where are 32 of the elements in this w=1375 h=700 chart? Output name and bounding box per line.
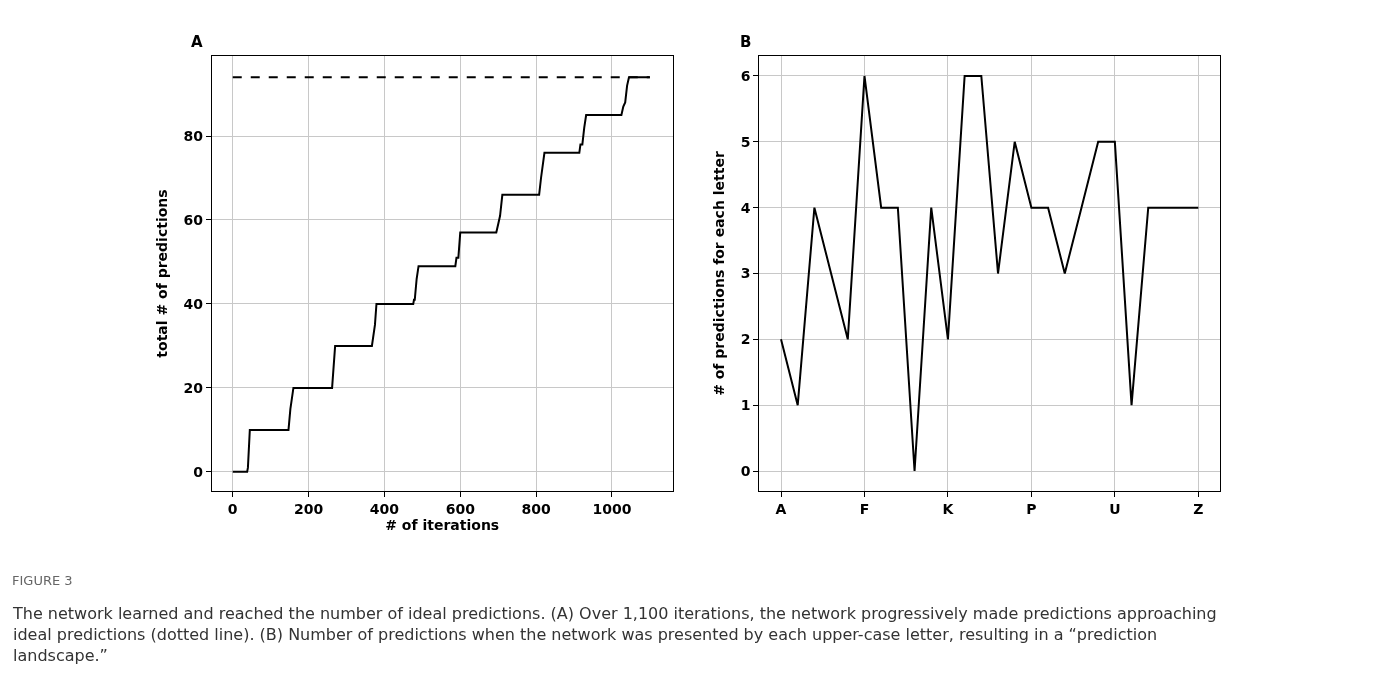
y-axis-title: total # of predictions xyxy=(154,189,171,358)
x-axis-title: # of iterations xyxy=(385,516,500,533)
x-tick-label: 200 xyxy=(293,500,324,517)
x-tick-label: F xyxy=(859,500,870,517)
y-tick-label: 60 xyxy=(183,211,204,228)
y-tick-label: 20 xyxy=(183,379,204,396)
y-tick-label: 1 xyxy=(740,397,751,414)
y-axis-title: # of predictions for each letter xyxy=(711,151,728,396)
chart-title: A xyxy=(191,33,203,51)
text: The network learned and reached the number of ideal predictions. (A) Over 1,100 iterations, the network progressively made predictions approaching ideal predictions (dotted line). (B) Number of predictions when the network was presented by each upper-case letter, resulting in a “prediction landscape.” xyxy=(12,604,1217,665)
line-series xyxy=(780,74,1200,473)
y-tick-label: 5 xyxy=(740,133,751,150)
chart-title: B xyxy=(740,33,752,51)
x-tick-label: 600 xyxy=(445,500,476,517)
x-tick-label: 400 xyxy=(369,500,400,517)
y-tick-label: 40 xyxy=(183,295,204,312)
x-tick-label: 1000 xyxy=(592,500,632,517)
y-tick-label: 80 xyxy=(183,127,204,144)
x-tick-label: U xyxy=(1109,500,1121,517)
x-tick-label: Z xyxy=(1193,500,1204,517)
y-tick-label: 0 xyxy=(193,463,204,480)
y-tick-label: 6 xyxy=(740,67,751,84)
y-tick-label: 2 xyxy=(740,331,751,348)
x-tick-label: 800 xyxy=(521,500,551,517)
caption: FIGURE 3 xyxy=(12,573,73,588)
y-tick-label: 3 xyxy=(740,265,751,282)
x-tick-label: 0 xyxy=(227,500,238,517)
y-tick-label: 4 xyxy=(740,199,751,216)
x-tick-label: P xyxy=(1026,500,1037,517)
x-tick-label: A xyxy=(775,500,787,517)
x-tick-label: K xyxy=(942,500,955,517)
y-tick-label: 0 xyxy=(740,462,751,479)
